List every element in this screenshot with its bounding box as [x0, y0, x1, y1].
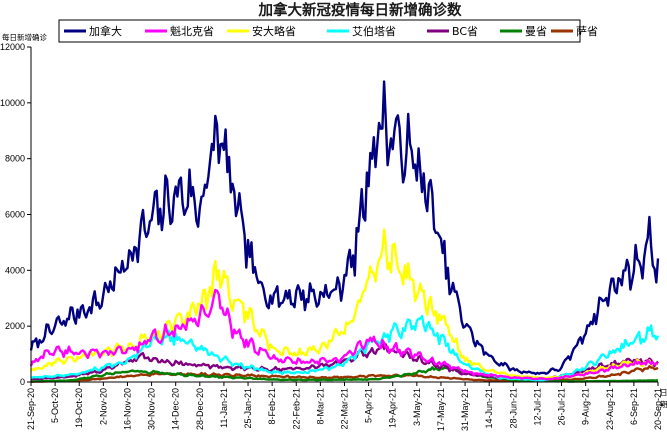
x-tick-label: 22-Mar-21 — [340, 388, 350, 430]
x-tick-label: 5-Apr-21 — [364, 388, 374, 423]
y-tick-label: 8000 — [5, 154, 25, 164]
x-tick-label: 22-Feb-21 — [291, 388, 301, 430]
chart-title: 加拿大新冠疫情每日新增确诊数 — [258, 1, 462, 19]
x-tick-label: 30-Nov-20 — [147, 388, 157, 430]
x-tick-label: 26-Jul-21 — [557, 388, 567, 426]
x-tick-label: 9-Aug-21 — [581, 388, 591, 425]
plot-area — [29, 80, 660, 383]
x-tick-label: 14-Jun-21 — [484, 388, 494, 429]
legend-label: 加拿大 — [89, 24, 122, 38]
x-tick-label: 12-Jul-21 — [532, 388, 542, 426]
y-tick-label: 12000 — [0, 42, 25, 52]
x-tick-label: 8-Mar-21 — [315, 388, 325, 425]
legend-label: 魁北克省 — [170, 24, 214, 38]
x-tick-label: 5-Oct-20 — [50, 388, 60, 423]
legend-label: 萨省 — [576, 25, 598, 38]
series-line-6 — [31, 366, 659, 383]
x-tick-label: 31-May-21 — [460, 388, 470, 431]
x-tick-label: 19-Apr-21 — [388, 388, 398, 428]
legend: 加拿大 魁北克省 安大略省 艾伯塔省 BC省 曼省 萨省 — [58, 19, 598, 43]
x-tick-label: 17-May-21 — [436, 388, 446, 431]
x-tick-label: 28-Jun-21 — [508, 388, 518, 429]
x-tick-label: 14-Dec-20 — [171, 388, 181, 430]
y-tick-label: 10000 — [0, 98, 25, 108]
y-tick-label: 4000 — [5, 265, 25, 275]
legend-label: 艾伯塔省 — [352, 24, 396, 38]
x-tick-label: 21-Sep-20 — [26, 388, 36, 430]
x-tick-label: 6-Sep-21 — [629, 388, 639, 425]
x-tick-label: 16-Nov-20 — [122, 388, 132, 430]
y-tick-label: 0 — [20, 377, 25, 387]
y-tick-label: 6000 — [5, 210, 25, 220]
y-tick-label: 2000 — [5, 321, 25, 331]
x-tick-label: 11-Jan-21 — [219, 388, 229, 428]
x-axis-unit: 日期 — [660, 388, 667, 409]
x-tick-label: 25-Jan-21 — [243, 388, 253, 429]
legend-box — [58, 19, 581, 43]
x-tick-label: 2-Nov-20 — [98, 388, 108, 425]
x-tick-label: 23-Aug-21 — [605, 388, 615, 430]
axes: 0 2000 4000 6000 8000 10000 12000 21-Sep-20 5-Oc… — [0, 42, 663, 431]
legend-label: BC省 — [452, 25, 478, 38]
series-line-2 — [29, 288, 659, 381]
x-tick-label: 19-Oct-20 — [74, 388, 84, 428]
legend-label: 安大略省 — [252, 24, 296, 38]
series-line-1 — [29, 80, 660, 376]
y-axis-label: 每日新增确诊 — [2, 32, 47, 42]
x-tick-label: 3-May-21 — [412, 388, 422, 426]
x-tick-label: 28-Dec-20 — [195, 388, 205, 430]
x-tick-label: 20-Sep-21 — [653, 388, 663, 430]
x-tick-label: 8-Feb-21 — [267, 388, 277, 425]
legend-label: 曼省 — [525, 25, 547, 38]
